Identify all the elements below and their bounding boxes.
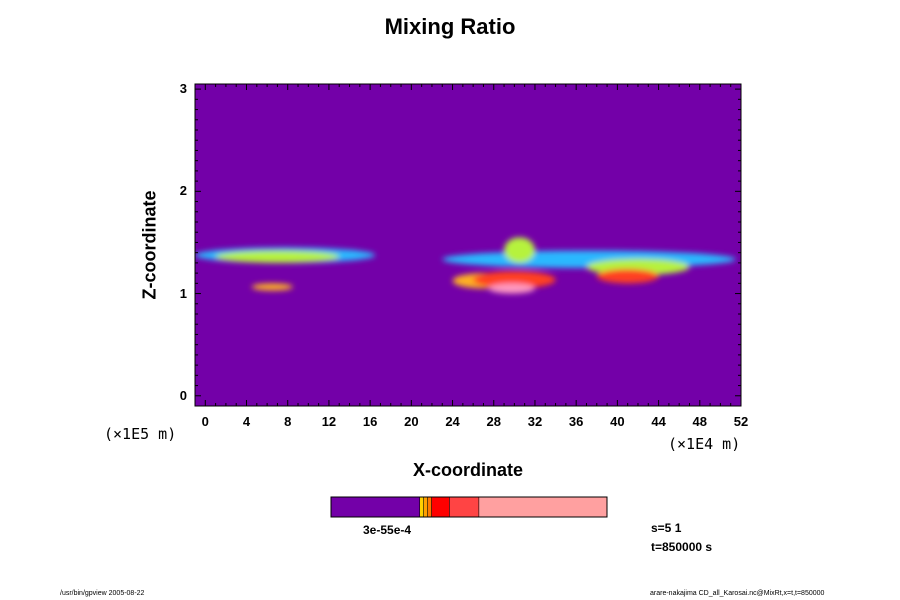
- mixing-ratio-region: [488, 283, 535, 294]
- mixing-ratio-region: [473, 271, 556, 289]
- x-axis-unit: (×1E4 m): [668, 435, 741, 453]
- mixing-ratio-region: [504, 237, 535, 263]
- plot-background: [195, 84, 741, 406]
- plot-frame: [194, 83, 742, 407]
- footer-right: arare-nakajima CD_all_Karosai.nc@MixRt,x…: [650, 590, 825, 597]
- mixing-ratio-region: [251, 283, 293, 291]
- colorbar-frame: [330, 496, 608, 518]
- colorbar-segment: [419, 497, 424, 517]
- y-tick-label: 1: [179, 285, 187, 301]
- x-tick-label: 32: [527, 414, 543, 429]
- colorbar-tick-label: 3e-55e-4: [363, 523, 412, 537]
- footer-left: /usr/bin/gpview 2005-08-22: [60, 590, 145, 597]
- x-tick-label: 16: [362, 414, 378, 429]
- mixing-ratio-region: [596, 269, 659, 284]
- x-tick-label: 36: [568, 414, 584, 429]
- status-s: s=5 1: [651, 521, 682, 535]
- x-axis-label: X-coordinate: [412, 460, 523, 480]
- x-tick-label: 52: [733, 414, 749, 429]
- x-tick-label: 40: [610, 414, 625, 429]
- x-tick-label: 48: [692, 414, 708, 429]
- x-tick-label: 24: [445, 414, 460, 429]
- x-tick-label: 4: [242, 414, 251, 429]
- y-axis-label: Z-coordinate: [139, 190, 160, 300]
- colorbar-labels: 3e-55e-4: [330, 523, 607, 539]
- status-t: t=850000 s: [651, 540, 713, 554]
- y-tick-label: 0: [179, 387, 187, 403]
- y-axis-unit: (×1E5 m): [104, 425, 177, 443]
- x-tick-label: 20: [404, 414, 419, 429]
- colorbar-segment: [423, 497, 428, 517]
- y-tick-label: 3: [179, 81, 187, 97]
- colorbar-segment: [478, 497, 607, 517]
- x-tick-label: 28: [486, 414, 501, 429]
- x-tick-label: 44: [651, 414, 666, 429]
- colorbar-segment: [331, 497, 420, 517]
- chart-title: Mixing Ratio: [384, 14, 516, 39]
- colorbar-segment: [449, 497, 479, 517]
- x-tick-label: 12: [321, 414, 337, 429]
- x-tick-label: 8: [284, 414, 292, 429]
- colorbar-segment: [431, 497, 450, 517]
- mixing-ratio-region: [215, 250, 340, 263]
- y-tick-label: 2: [179, 183, 187, 199]
- x-tick-label: 0: [201, 414, 209, 429]
- colorbar-segment: [427, 497, 432, 517]
